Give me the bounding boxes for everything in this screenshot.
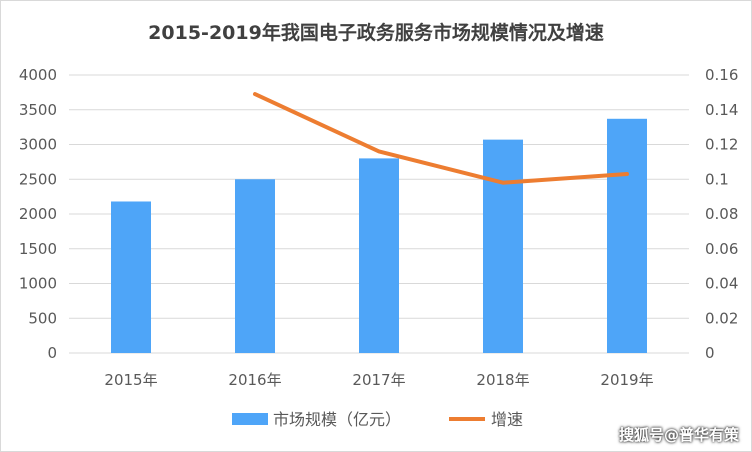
legend-bar-swatch xyxy=(232,413,268,425)
left-tick-label: 3000 xyxy=(19,136,57,154)
x-tick-label: 2017年 xyxy=(352,371,405,389)
x-tick-label: 2015年 xyxy=(104,371,157,389)
right-tick-label: 0.14 xyxy=(705,101,738,119)
legend: 市场规模（亿元） 增速 xyxy=(232,410,523,429)
left-tick-label: 3500 xyxy=(19,101,57,119)
x-tick-label: 2019年 xyxy=(600,371,653,389)
line-series xyxy=(253,92,629,185)
right-tick-label: 0.16 xyxy=(705,66,738,84)
growth-line xyxy=(253,92,629,185)
x-axis-ticks: 2015年 2016年 2017年 2018年 2019年 xyxy=(104,371,653,389)
legend-line-label: 增速 xyxy=(491,410,523,429)
watermark: 搜狐号@普华有策 xyxy=(618,426,739,444)
left-axis-ticks: 0 500 1000 1500 2000 2500 3000 3500 4000 xyxy=(19,66,57,362)
x-tick-label: 2018年 xyxy=(476,371,529,389)
right-tick-label: 0.12 xyxy=(705,136,738,154)
bar xyxy=(235,179,275,353)
left-tick-label: 2500 xyxy=(19,170,57,188)
bar xyxy=(483,139,523,353)
left-tick-label: 4000 xyxy=(19,66,57,84)
left-tick-label: 1500 xyxy=(19,240,57,258)
x-tick-label: 2016年 xyxy=(228,371,281,389)
left-tick-label: 500 xyxy=(28,309,57,327)
bar xyxy=(607,118,647,353)
left-tick-label: 0 xyxy=(47,344,57,362)
bar xyxy=(359,158,399,353)
right-tick-label: 0 xyxy=(705,344,715,362)
left-tick-label: 1000 xyxy=(19,275,57,293)
right-tick-label: 0.02 xyxy=(705,309,738,327)
bar-series xyxy=(111,118,647,353)
left-tick-label: 2000 xyxy=(19,205,57,223)
legend-bar-label: 市场规模（亿元） xyxy=(273,410,401,429)
right-tick-label: 0.08 xyxy=(705,205,738,223)
bar xyxy=(111,201,151,353)
right-axis-ticks: 0 0.02 0.04 0.06 0.08 0.1 0.12 0.14 0.16 xyxy=(705,66,738,362)
chart-title: 2015-2019年我国电子政务服务市场规模情况及增速 xyxy=(148,21,604,44)
right-tick-label: 0.04 xyxy=(705,275,738,293)
right-tick-label: 0.1 xyxy=(705,170,729,188)
right-tick-label: 0.06 xyxy=(705,240,738,258)
